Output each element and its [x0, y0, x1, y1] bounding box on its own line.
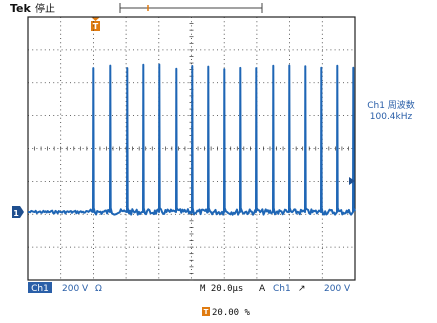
trigger-channel[interactable]: Ch1 [273, 284, 291, 294]
trigger-mode: A [259, 284, 266, 294]
channel-badge[interactable]: Ch1 [31, 284, 49, 294]
acquisition-status: 停止 [35, 2, 55, 15]
volts-per-div[interactable]: 200 V [62, 284, 89, 294]
level-marker-icon[interactable] [349, 177, 355, 185]
brand-label: Tek [10, 2, 32, 15]
svg-text:T: T [93, 22, 99, 31]
ground-marker-icon[interactable]: 1 [12, 206, 24, 218]
svg-text:1: 1 [13, 209, 19, 218]
trigger-level[interactable]: 200 V [324, 284, 351, 294]
graticule [27, 16, 356, 281]
measurement-label: Ch1 周波数 [367, 99, 415, 111]
measurement-value: 100.4kHz [370, 112, 413, 122]
ch1-waveform [28, 63, 356, 216]
record-window-bar [119, 3, 263, 13]
slope-icon: ↗ [298, 284, 306, 294]
ohm-icon: Ω [95, 284, 102, 294]
trigger-position-value[interactable]: 20.00 % [212, 308, 251, 318]
timebase-readout[interactable]: M 20.0µs [200, 284, 243, 294]
trigger-position-icon: T [204, 308, 209, 316]
status-bar: Ch1 200 V Ω M 20.0µs A Ch1 ↗ 200 V T 20.… [28, 282, 351, 318]
trigger-marker-icon[interactable]: T [91, 17, 100, 31]
